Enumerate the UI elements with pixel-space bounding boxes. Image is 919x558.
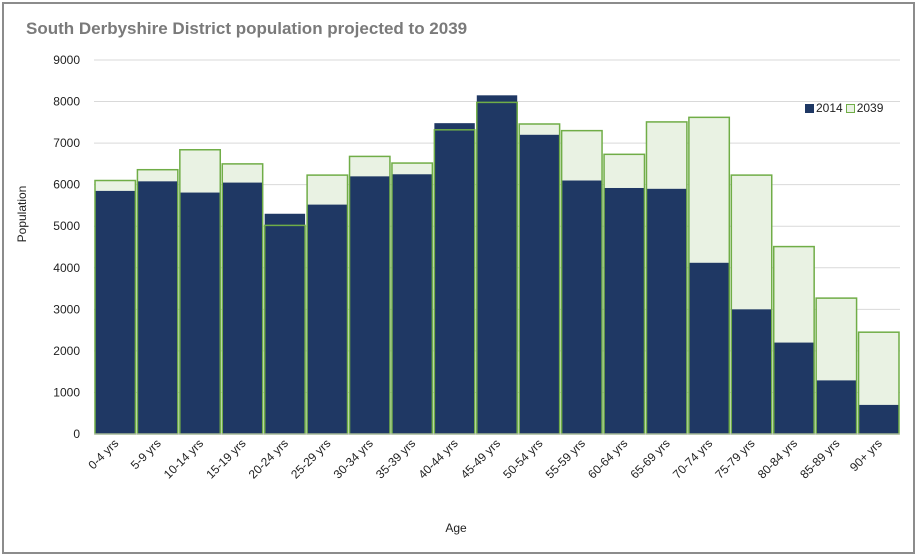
y-tick-label: 6000 <box>53 178 80 192</box>
x-tick-label: 85-89 yrs <box>797 436 842 481</box>
x-tick-label: 90+ yrs <box>847 436 885 474</box>
bar-2014 <box>349 176 390 434</box>
x-tick-label: 5-9 yrs <box>128 436 164 472</box>
x-tick-label: 30-34 yrs <box>331 436 376 481</box>
bar-2014 <box>858 404 899 434</box>
chart-title: South Derbyshire District population pro… <box>26 19 468 38</box>
bar-2014 <box>561 180 603 434</box>
x-tick-label: 15-19 yrs <box>203 436 248 481</box>
x-tick-label: 10-14 yrs <box>161 436 206 481</box>
y-tick-label: 9000 <box>53 53 80 67</box>
bar-2014 <box>476 95 518 435</box>
legend-item-2014: 2014 <box>805 101 843 115</box>
y-axis-title: Population <box>15 186 29 243</box>
bars <box>94 95 900 435</box>
bar-2014 <box>604 187 645 434</box>
bar-2014 <box>307 204 348 434</box>
x-tick-label: 45-49 yrs <box>458 436 503 481</box>
bar-2014 <box>95 190 136 434</box>
y-tick-label: 7000 <box>53 136 80 150</box>
y-tick-label: 0 <box>73 427 80 441</box>
legend-label-2039: 2039 <box>856 101 884 115</box>
legend: 2014 2039 <box>805 101 886 115</box>
legend-item-2039: 2039 <box>845 101 884 115</box>
x-tick-label: 50-54 yrs <box>500 436 545 481</box>
y-tick-label: 1000 <box>53 385 80 399</box>
bar-2014 <box>434 123 475 435</box>
x-tick-label: 40-44 yrs <box>415 436 460 481</box>
x-tick-label: 55-59 yrs <box>543 436 588 481</box>
legend-swatch-2014 <box>805 103 814 113</box>
x-tick-label: 35-39 yrs <box>373 436 418 481</box>
bar-2014 <box>688 262 730 434</box>
y-tick-label: 5000 <box>53 219 80 233</box>
y-tick-label: 4000 <box>53 261 80 275</box>
bar-2014 <box>646 188 687 434</box>
legend-label-2014: 2014 <box>816 101 843 115</box>
x-tick-label: 65-69 yrs <box>628 436 673 481</box>
legend-swatch-2039 <box>845 103 855 113</box>
x-tick-label: 20-24 yrs <box>246 436 291 481</box>
x-tick-label: 0-4 yrs <box>85 436 121 472</box>
x-tick-label: 75-79 yrs <box>712 436 757 481</box>
bar-2014 <box>519 134 560 435</box>
bar-2014 <box>222 182 263 434</box>
y-tick-labels: 0 1000 2000 3000 4000 5000 6000 7000 8000 9000 <box>53 53 80 441</box>
bar-2014 <box>816 380 857 434</box>
bar-2014 <box>391 174 433 434</box>
y-tick-label: 8000 <box>53 95 80 109</box>
x-tick-label: 25-29 yrs <box>288 436 333 481</box>
bar-2014 <box>731 309 772 434</box>
y-tick-label: 3000 <box>53 302 80 316</box>
x-tick-label: 70-74 yrs <box>670 436 715 481</box>
x-axis-title: Age <box>445 521 467 535</box>
bar-2014 <box>179 192 221 434</box>
y-tick-label: 2000 <box>53 344 80 358</box>
bar-2014 <box>264 213 306 434</box>
bar-2014 <box>773 342 815 434</box>
x-tick-label: 60-64 yrs <box>585 436 630 481</box>
bar-2014 <box>137 181 178 434</box>
x-tick-label: 80-84 yrs <box>755 436 800 481</box>
